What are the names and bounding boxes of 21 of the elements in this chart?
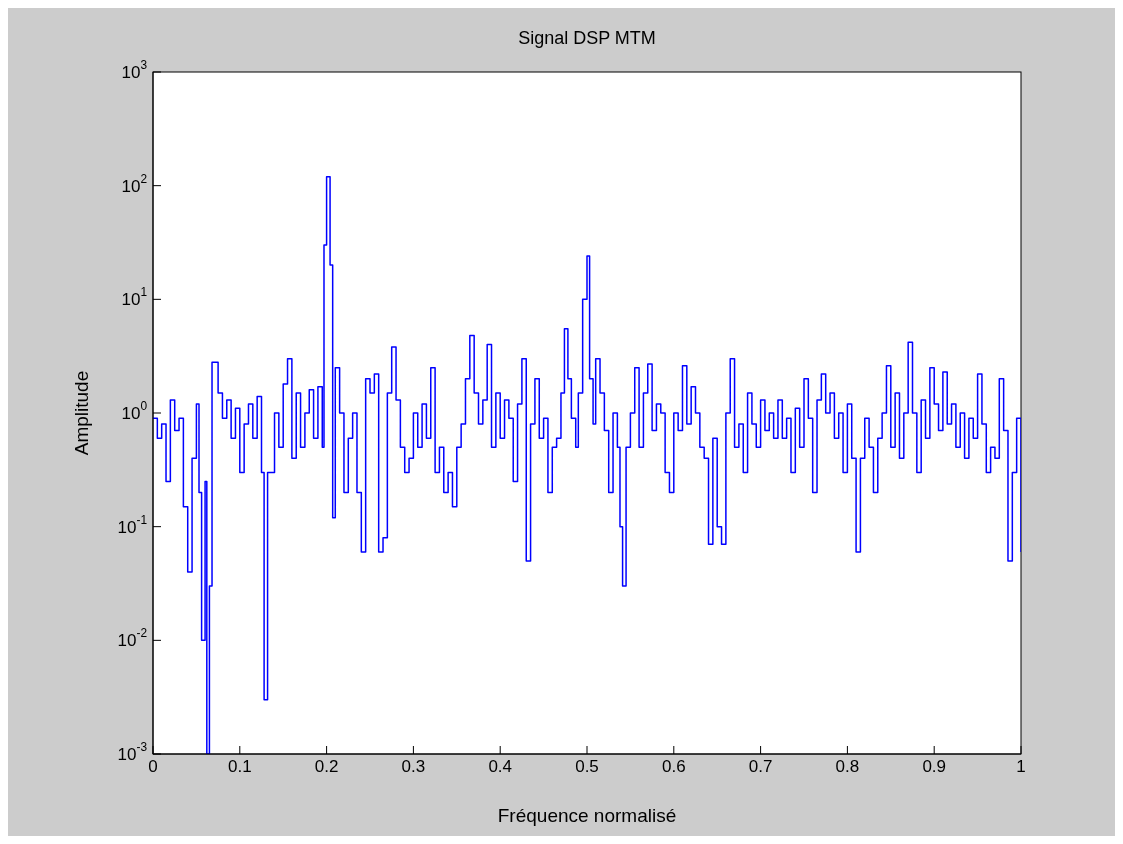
y-tick-label: 10$^{3}$ xyxy=(121,58,148,82)
y-tick-label: 10$^{2}$ xyxy=(121,171,148,196)
x-tick-label: 0.1 xyxy=(227,757,252,777)
y-tick-label: 10$^{-2}$ xyxy=(117,626,148,650)
x-axis-title: Fréquence normalisé xyxy=(497,805,677,826)
y-tick-label: 10$^{-3}$ xyxy=(117,740,148,764)
y-tick-label: 10$^{-1}$ xyxy=(117,512,148,537)
x-tick-label: 0.5 xyxy=(575,757,599,777)
x-tick-label: 0.9 xyxy=(922,757,947,777)
chart-title: Signal DSP MTM xyxy=(518,28,656,48)
x-tick-label: 1 xyxy=(1016,757,1026,777)
y-axis-title: Amplitude xyxy=(70,370,92,456)
x-tick-label: 0 xyxy=(148,757,158,777)
x-tick-label: 0.4 xyxy=(488,757,513,777)
x-tick-label: 0.6 xyxy=(661,757,686,777)
x-tick-label: 0.2 xyxy=(314,757,339,777)
y-tick-label: 10$^{1}$ xyxy=(121,285,148,309)
x-tick-label: 0.7 xyxy=(748,757,773,777)
y-tick-label: 10$^{0}$ xyxy=(121,399,148,423)
x-tick-label: 0.8 xyxy=(835,757,860,777)
x-tick-label: 0.3 xyxy=(401,757,426,777)
